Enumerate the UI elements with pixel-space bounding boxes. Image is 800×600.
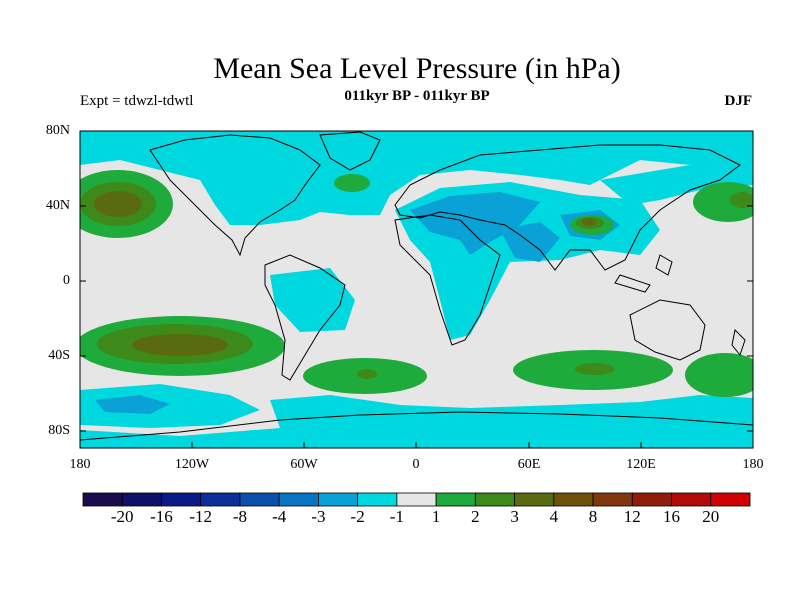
colorbar-swatch xyxy=(82,492,123,507)
colorbar-label: 3 xyxy=(510,507,519,526)
colorbar-swatch xyxy=(239,492,280,507)
y-tick-40s: 40S xyxy=(48,348,70,363)
peak-positive-regions xyxy=(94,191,596,356)
colorbar-swatch xyxy=(396,492,437,507)
colorbar xyxy=(82,492,751,507)
colorbar-swatch xyxy=(671,492,712,507)
colorbar-swatch xyxy=(435,492,476,507)
colorbar-label: -1 xyxy=(389,507,404,526)
colorbar-swatch xyxy=(553,492,594,507)
colorbar-label: 1 xyxy=(431,507,441,526)
y-tick-80n: 80N xyxy=(45,123,70,138)
colorbar-swatch xyxy=(278,492,319,507)
coastlines xyxy=(80,131,753,441)
experiment-label: Expt = tdwzl-tdwtl xyxy=(80,93,194,109)
colorbar-label: -4 xyxy=(272,507,287,526)
colorbar-swatch xyxy=(357,492,398,507)
axis-ticks xyxy=(79,130,754,448)
colorbar-swatch xyxy=(161,492,202,507)
colorbar-label: 12 xyxy=(623,507,641,526)
y-tick-80s: 80S xyxy=(48,423,70,438)
colorbar-label: -20 xyxy=(110,507,134,526)
colorbar-label: 16 xyxy=(663,507,681,526)
colorbar-label: -16 xyxy=(150,507,173,526)
colorbar-swatch xyxy=(318,492,359,507)
season-label: DJF xyxy=(724,93,753,109)
x-tick-60e: 60E xyxy=(517,457,541,472)
colorbar-swatch xyxy=(200,492,241,507)
colorbar-label: 4 xyxy=(549,507,559,526)
colorbar-label: -3 xyxy=(311,507,326,526)
x-tick-120w: 120W xyxy=(174,457,210,472)
x-tick-60w: 60W xyxy=(290,457,318,472)
x-tick-120e: 120E xyxy=(626,457,656,472)
colorbar-label: 8 xyxy=(588,507,598,526)
map-area xyxy=(80,131,753,448)
colorbar-label: -8 xyxy=(232,507,248,526)
x-tick-180w: 180 xyxy=(69,457,91,472)
colorbar-swatch xyxy=(474,492,515,507)
colorbar-swatch xyxy=(710,492,751,507)
y-tick-40n: 40N xyxy=(45,198,70,213)
map-subtitle: 011kyr BP - 011kyr BP xyxy=(344,88,490,104)
colorbar-swatch xyxy=(121,492,162,507)
map-title: Mean Sea Level Pressure (in hPa) xyxy=(213,52,621,85)
colorbar-label: -2 xyxy=(350,507,365,526)
colorbar-swatch xyxy=(592,492,633,507)
colorbar-label: 20 xyxy=(702,507,720,526)
colorbar-label: 2 xyxy=(471,507,480,526)
x-tick-0: 0 xyxy=(412,457,420,472)
x-tick-180e: 180 xyxy=(742,457,764,472)
colorbar-swatch xyxy=(514,492,555,507)
colorbar-label: -12 xyxy=(189,507,213,526)
colorbar-swatch xyxy=(631,492,672,507)
y-tick-0: 0 xyxy=(63,273,70,288)
